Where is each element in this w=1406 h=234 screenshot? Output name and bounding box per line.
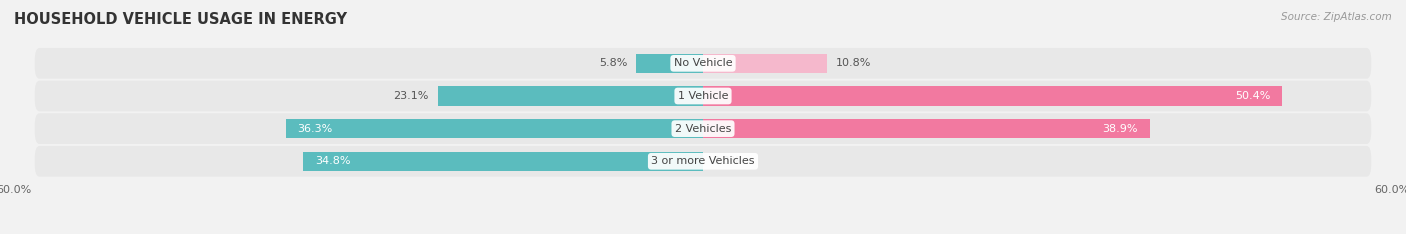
Bar — [287, 119, 703, 139]
FancyBboxPatch shape — [35, 81, 1371, 111]
Text: 3 or more Vehicles: 3 or more Vehicles — [651, 156, 755, 166]
Text: 5.8%: 5.8% — [599, 58, 627, 68]
Text: 36.3%: 36.3% — [298, 124, 333, 134]
Text: 0.0%: 0.0% — [713, 156, 741, 166]
FancyBboxPatch shape — [35, 146, 1371, 177]
Text: 34.8%: 34.8% — [315, 156, 350, 166]
FancyBboxPatch shape — [35, 48, 1371, 79]
Text: Source: ZipAtlas.com: Source: ZipAtlas.com — [1281, 12, 1392, 22]
Bar — [304, 151, 703, 171]
FancyBboxPatch shape — [35, 113, 1371, 144]
Text: No Vehicle: No Vehicle — [673, 58, 733, 68]
Bar — [703, 119, 1150, 139]
Text: 1 Vehicle: 1 Vehicle — [678, 91, 728, 101]
Bar — [637, 54, 703, 73]
Text: HOUSEHOLD VEHICLE USAGE IN ENERGY: HOUSEHOLD VEHICLE USAGE IN ENERGY — [14, 12, 347, 27]
Text: 38.9%: 38.9% — [1102, 124, 1139, 134]
Bar — [437, 86, 703, 106]
Bar — [703, 86, 1282, 106]
Text: 2 Vehicles: 2 Vehicles — [675, 124, 731, 134]
Bar — [703, 54, 827, 73]
Text: 10.8%: 10.8% — [837, 58, 872, 68]
Text: 50.4%: 50.4% — [1234, 91, 1270, 101]
Text: 23.1%: 23.1% — [394, 91, 429, 101]
